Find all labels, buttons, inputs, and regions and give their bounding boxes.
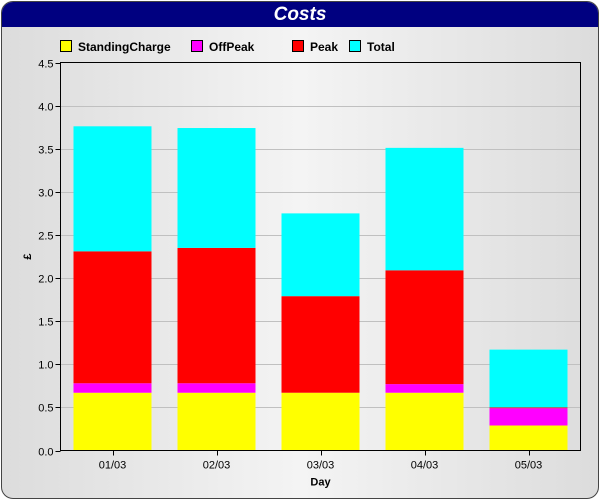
y-tick-label: 3.5 xyxy=(38,145,53,157)
y-tick-label: 0.0 xyxy=(38,447,53,459)
bars xyxy=(73,126,568,451)
legend-item-standingcharge: StandingCharge xyxy=(60,40,171,54)
legend-label-peak: Peak xyxy=(310,40,339,54)
legend-swatch-standingcharge xyxy=(60,40,72,52)
chart-title: Costs xyxy=(2,2,598,27)
x-tick-label: 01/03 xyxy=(99,460,127,472)
y-tick-label: 0.5 xyxy=(38,403,53,415)
x-axis-title: Day xyxy=(310,477,331,489)
x-tick-label: 04/03 xyxy=(411,460,439,472)
y-tick-label: 1.0 xyxy=(38,360,53,372)
x-tick-label: 05/03 xyxy=(515,460,543,472)
bar-standingcharge-04-03 xyxy=(385,392,464,451)
y-tick-label: 1.5 xyxy=(38,317,53,329)
legend-label-offpeak: OffPeak xyxy=(209,40,255,54)
bar-standingcharge-01-03 xyxy=(73,392,152,451)
legend-label-standingcharge: StandingCharge xyxy=(78,40,171,54)
bar-total-03-03 xyxy=(281,213,360,297)
y-tick-label: 3.0 xyxy=(38,188,53,200)
bar-standingcharge-05-03 xyxy=(489,425,568,451)
y-tick-label: 2.0 xyxy=(38,274,53,286)
legend-item-offpeak: OffPeak xyxy=(191,40,254,54)
legend-item-peak: Peak xyxy=(292,40,338,54)
bar-standingcharge-03-03 xyxy=(281,392,360,451)
bar-standingcharge-02-03 xyxy=(177,392,256,451)
bar-offpeak-05-03 xyxy=(489,408,568,426)
bar-offpeak-04-03 xyxy=(385,384,464,393)
bar-total-02-03 xyxy=(177,128,256,248)
bar-total-04-03 xyxy=(385,147,464,271)
y-axis-title: £ xyxy=(22,253,34,259)
legend-swatch-total xyxy=(349,40,361,52)
y-tick-label: 4.5 xyxy=(38,59,53,71)
y-tick-label: 4.0 xyxy=(38,102,53,114)
bar-peak-01-03 xyxy=(73,251,152,384)
bar-total-01-03 xyxy=(73,126,152,252)
bar-total-05-03 xyxy=(489,349,568,408)
x-tick-label: 03/03 xyxy=(307,460,335,472)
y-axis-ticks: 0.0 0.5 1.0 1.5 2.0 2.5 3.0 3.5 4.0 4.5 xyxy=(38,59,61,459)
bar-peak-05-03 xyxy=(489,407,568,409)
legend-label-total: Total xyxy=(367,40,395,54)
bar-offpeak-02-03 xyxy=(177,383,256,393)
y-tick-label: 2.5 xyxy=(38,231,53,243)
x-axis-ticks: 01/03 02/03 03/03 04/03 05/03 xyxy=(99,450,543,472)
bar-peak-03-03 xyxy=(281,296,360,393)
bar-offpeak-01-03 xyxy=(73,383,152,393)
x-tick-label: 02/03 xyxy=(203,460,231,472)
bar-peak-04-03 xyxy=(385,270,464,385)
plot-area-border xyxy=(60,62,581,451)
bar-peak-02-03 xyxy=(177,247,256,384)
legend-swatch-offpeak xyxy=(191,40,203,52)
legend-item-total: Total xyxy=(349,40,395,54)
legend-swatch-peak xyxy=(292,40,304,52)
